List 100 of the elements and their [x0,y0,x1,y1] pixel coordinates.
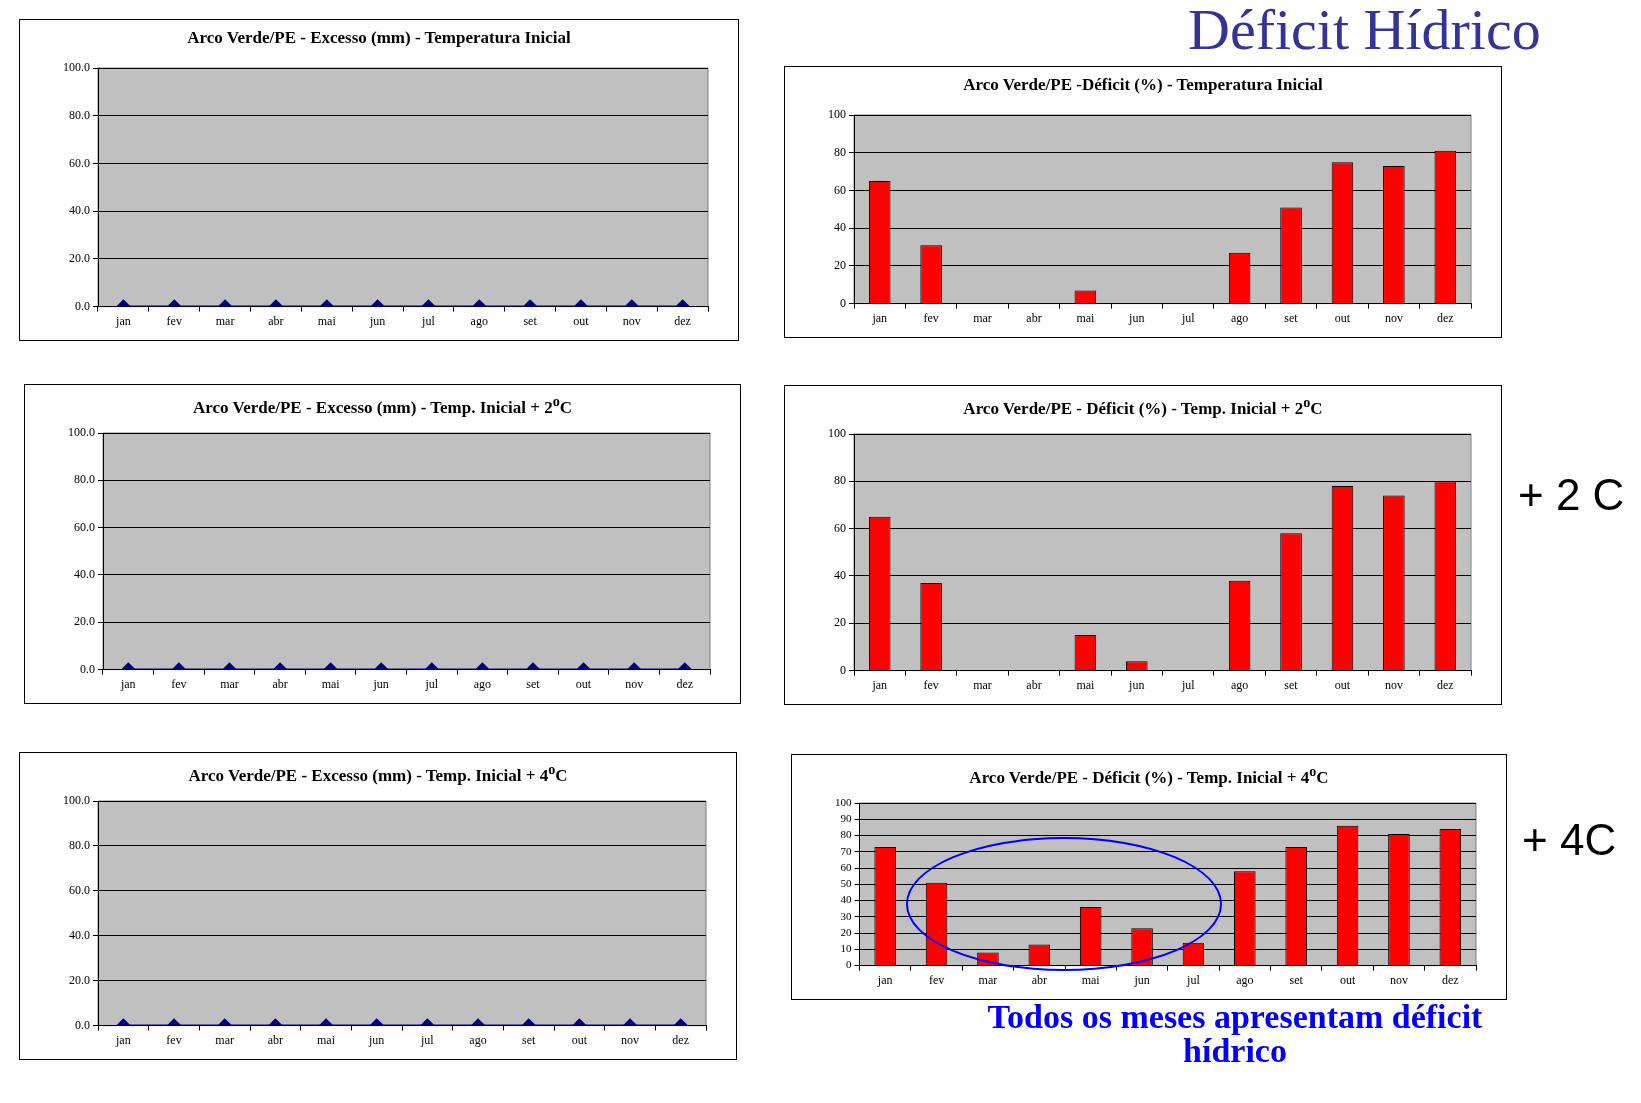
x-tick-label: mai [1076,310,1096,325]
x-tick-label: mai [1081,972,1101,987]
x-tick-label: abr [272,676,288,691]
x-tick-label: dez [674,313,691,328]
x-tick-label: set [526,676,541,691]
x-tick-label: mar [973,310,992,325]
x-tick-label: dez [1436,310,1454,325]
y-tick-label: 100 [835,795,852,808]
x-tick-label: jun [1128,677,1145,692]
y-tick-label: 20 [840,925,852,938]
y-tick-label: 20.0 [69,251,90,266]
y-tick-label: 60.0 [74,519,95,534]
y-tick-label: 60.0 [69,883,90,897]
y-tick-label: 100 [828,426,846,441]
x-tick-label: abr [1031,972,1047,987]
text: Déficit Hídrico [1188,0,1541,63]
y-tick-label: 80.0 [69,107,90,122]
x-tick-label: jan [119,676,136,691]
text: + 2 C [1518,470,1625,520]
y-tick-label: 70 [840,844,852,857]
x-tick-label: jan [115,313,131,328]
y-tick-label: 100 [828,107,846,122]
x-tick-label: set [1284,677,1299,692]
y-tick-label: 60.0 [69,155,90,170]
x-tick-label: fev [928,972,945,987]
y-tick-label: 0 [840,295,846,310]
x-tick-label: out [573,313,590,328]
x-tick-label: jun [367,1032,385,1047]
x-tick-label: jul [420,1032,435,1047]
y-tick-label: 40.0 [74,567,95,582]
y-tick-label: 40 [834,220,846,235]
x-tick-label: mai [317,313,337,328]
x-tick-label: nov [622,313,641,328]
x-tick-label: dez [672,1032,689,1047]
y-tick-label: 20.0 [74,614,95,629]
y-tick-label: 20 [834,615,846,630]
x-tick-label: set [521,1032,536,1047]
x-tick-label: out [575,676,592,691]
y-tick-label: 40 [834,568,846,583]
chart-title: Arco Verde/PE - Excesso (mm) - Temp. Inicial + 4$^{o}$C [187,761,569,787]
x-tick-label: dez [1441,972,1459,987]
x-tick-label: nov [621,1032,639,1047]
x-tick-label: abr [267,1032,283,1047]
x-tick-label: ago [1230,310,1249,325]
x-tick-label: set [523,313,538,328]
text: Todos os meses apresentam déficit hídrico [986,998,1484,1069]
y-tick-label: 0.0 [75,298,90,313]
x-tick-label: jun [372,676,389,691]
x-tick-label: mar [978,972,998,987]
x-tick-label: mar [220,676,239,691]
x-tick-label: dez [676,676,694,691]
x-tick-label: fev [923,310,939,325]
y-tick-label: 40.0 [69,927,90,942]
x-tick-label: fev [166,1032,182,1047]
x-tick-label: nov [1384,677,1403,692]
x-tick-label: mar [973,677,992,692]
x-tick-label: mar [215,313,235,328]
x-tick-label: nov [1384,310,1403,325]
y-tick-label: 60 [834,520,846,535]
x-tick-label: fev [166,313,182,328]
chart-title: Arco Verde/PE - Excesso (mm) - Temperatura Inicial [186,28,572,49]
x-tick-label: jan [115,1032,131,1047]
x-tick-label: abr [268,313,284,328]
y-tick-label: 80.0 [74,472,95,487]
x-tick-label: mar [215,1032,234,1047]
x-tick-label: jul [424,676,439,691]
x-tick-label: jul [1180,677,1196,692]
chart-title: Arco Verde/PE - Déficit (%) - Temp. Inicial + 2$^{o}$C [962,394,1324,420]
y-tick-label: 80.0 [69,838,90,853]
y-tick-label: 10 [840,942,852,955]
x-tick-label: out [1334,677,1351,692]
text: + 4C [1522,815,1617,865]
y-tick-label: 0.0 [80,661,95,676]
x-tick-label: mai [321,676,341,691]
y-tick-label: 60 [834,182,846,197]
y-tick-label: 0.0 [75,1017,90,1032]
y-tick-label: 80 [840,828,852,841]
x-tick-label: jan [876,972,893,987]
y-tick-label: 40.0 [69,203,90,218]
x-tick-label: abr [1026,310,1042,325]
x-tick-label: abr [1026,677,1042,692]
x-tick-label: out [1334,310,1351,325]
y-tick-label: 30 [840,909,852,922]
chart-title: Arco Verde/PE - Déficit (%) - Temp. Inicial + 4$^{o}$C [968,763,1330,789]
x-tick-label: ago [470,313,488,328]
x-tick-label: nov [1389,972,1408,987]
y-tick-label: 100.0 [68,425,95,440]
y-tick-label: 100.0 [63,793,90,808]
y-tick-label: 50 [840,877,852,890]
x-tick-label: jan [871,310,888,325]
y-tick-label: 60 [840,860,852,873]
y-tick-label: 100.0 [63,60,90,75]
y-tick-label: 90 [840,812,852,825]
x-tick-label: ago [469,1032,487,1047]
x-tick-label: nov [625,676,644,691]
x-tick-label: ago [1230,677,1249,692]
x-tick-label: jan [871,677,888,692]
x-tick-label: jul [421,313,436,328]
x-tick-label: set [1284,310,1299,325]
x-tick-label: mai [1076,677,1096,692]
